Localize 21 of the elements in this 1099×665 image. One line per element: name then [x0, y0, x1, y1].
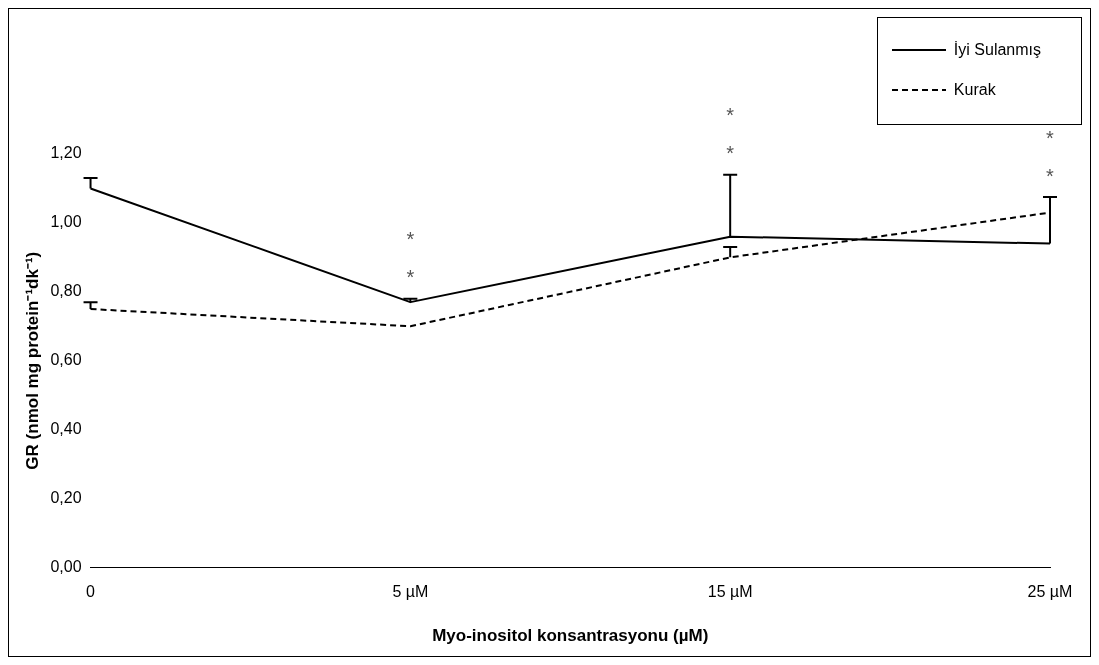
- legend-label: İyi Sulanmış: [953, 41, 1041, 59]
- legend-label: Kurak: [953, 81, 996, 99]
- y-tick-label: 1,00: [50, 213, 82, 231]
- x-tick-label: 5 µM: [392, 583, 429, 601]
- y-axis-title: GR (nmol mg protein⁻¹dk⁻¹): [22, 251, 42, 470]
- y-tick-label: 0,00: [50, 557, 82, 575]
- x-tick-label: 25 µM: [1027, 583, 1073, 601]
- x-axis-title: Myo-inositol konsantrasyonu (µM): [432, 626, 709, 646]
- y-tick-label: 1,20: [50, 144, 82, 162]
- annotation: *: [726, 142, 735, 165]
- y-tick-label: 0,20: [50, 488, 82, 506]
- y-tick-label: 0,40: [50, 420, 82, 438]
- annotation: *: [406, 266, 415, 289]
- annotation: *: [406, 228, 415, 251]
- text: *: [726, 104, 735, 127]
- annotation: *: [1046, 164, 1055, 187]
- x-tick-label: 0: [86, 583, 96, 601]
- y-tick-label: 0,60: [50, 351, 82, 369]
- x-tick-label: 15 µM: [707, 583, 753, 601]
- y-tick-label: 0,80: [50, 282, 82, 300]
- text: *: [1046, 126, 1055, 149]
